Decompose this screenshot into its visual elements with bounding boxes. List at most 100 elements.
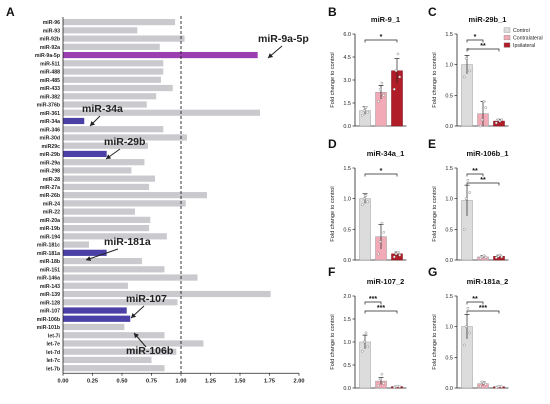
- legend-swatch-control: [504, 28, 510, 33]
- annotation-mir-107: miR-107: [126, 293, 167, 305]
- data-point: [383, 382, 385, 384]
- bar-let-7i: [63, 332, 164, 338]
- bar-mir-485: [63, 77, 161, 83]
- panel-label-g: G: [428, 265, 437, 279]
- row-label-mir-28: miR-28: [43, 177, 60, 183]
- y-tick-label: 1.5: [445, 294, 453, 300]
- row-label-mir-376b: miR-376b: [37, 103, 60, 109]
- data-point: [463, 344, 465, 346]
- data-point: [501, 386, 503, 388]
- row-label-mir29c: miR29c: [42, 144, 61, 150]
- panel-label-c: C: [428, 5, 437, 19]
- row-label-let-7e: let-7e: [46, 342, 60, 348]
- y-tick-label: 1.0: [343, 340, 351, 346]
- y-tick-label: 1.5: [445, 32, 453, 38]
- x-tick-label: 1.00: [176, 378, 187, 384]
- bar-mir-92a: [63, 44, 160, 50]
- y-tick-label: 0.0: [445, 258, 453, 264]
- row-label-mir-26b: miR-26b: [40, 193, 60, 199]
- mir-34a-bar-chart: miR-34a_1 Fold change to control 0.0 0.5 1.0…: [330, 149, 407, 264]
- row-label-mir-9a-5p: miR-9a-5p: [35, 53, 60, 59]
- bar-mir-298: [63, 167, 131, 173]
- significance-marker: ***: [479, 305, 487, 312]
- y-tick-label: 1.0: [343, 197, 351, 203]
- data-point: [501, 119, 503, 121]
- y-tick-label: 0.0: [343, 124, 351, 130]
- row-label-mir-22: miR-22: [43, 210, 60, 216]
- chart-title: miR-34a_1: [367, 149, 405, 158]
- row-label-mir-298: miR-298: [40, 169, 60, 175]
- row-label-mir-181c: miR-181c: [37, 243, 60, 249]
- mir-106b-bar-chart: miR-106b_1Fold change to control0.00.51.…: [432, 149, 509, 264]
- row-label-mir-92b: miR-92b: [40, 37, 60, 43]
- data-point: [399, 254, 401, 256]
- chart-title: miR-9_1: [371, 15, 400, 24]
- row-label-mir-433: miR-433: [40, 86, 60, 92]
- x-tick-label: 2.00: [294, 378, 305, 384]
- row-label-mir-106b: miR-106b: [37, 317, 60, 323]
- row-label-mir-29b: miR-29b: [40, 152, 60, 158]
- annotation-arrowhead: [106, 154, 111, 159]
- y-tick-label: 4.5: [343, 55, 351, 61]
- data-point: [367, 111, 369, 113]
- data-point: [399, 386, 401, 388]
- data-point: [495, 122, 497, 124]
- y-axis-label: Fold change to control: [432, 52, 438, 107]
- bar-let-7b: [63, 365, 164, 371]
- row-label-mir-27a: miR-27a: [40, 185, 60, 191]
- data-point: [483, 100, 485, 102]
- data-point: [463, 228, 465, 230]
- data-point: [467, 307, 469, 309]
- y-tick-label: 0.0: [445, 386, 453, 392]
- row-label-mir-346: miR-346: [40, 127, 60, 133]
- data-point: [483, 255, 485, 257]
- panel-label-e: E: [428, 137, 436, 151]
- row-label-mir-20a: miR-20a: [40, 218, 60, 224]
- data-point: [361, 204, 363, 206]
- data-point: [377, 100, 379, 102]
- data-point: [379, 241, 381, 243]
- bar-mir-511: [63, 60, 163, 66]
- data-point: [465, 57, 467, 59]
- y-tick-label: 0.0: [445, 124, 453, 130]
- row-label-mir-19b: miR-19b: [40, 226, 60, 232]
- bar-mir-433: [63, 85, 173, 91]
- row-label-mir-194: miR-194: [40, 234, 60, 240]
- bar-mir-19b: [63, 225, 149, 231]
- bar-mir-26b: [63, 192, 207, 198]
- row-label-mir-143: miR-143: [40, 284, 60, 290]
- bar-mir-382: [63, 93, 156, 99]
- bar-mir-93: [63, 27, 137, 33]
- annotation-mir-29b: miR-29b: [104, 136, 145, 148]
- data-point: [399, 76, 401, 78]
- bar-mir-20a: [63, 217, 150, 223]
- data-point: [479, 385, 481, 387]
- y-tick-label: 6.0: [343, 32, 351, 38]
- significance-marker: *: [380, 168, 383, 175]
- data-point: [377, 385, 379, 387]
- data-point: [469, 70, 471, 72]
- bar-mir-9a-5p: [63, 52, 258, 58]
- data-point: [469, 332, 471, 334]
- x-tick-label: 0.75: [146, 378, 157, 384]
- chart-title: miR-107_2: [367, 277, 405, 286]
- bar-mir-488: [63, 68, 163, 74]
- bar-mir-106b: [63, 316, 130, 322]
- mir-107-bar-chart: miR-107_2Fold change to control0.00.51.0…: [330, 277, 407, 392]
- legend-label-contralateral: Contralateral: [513, 36, 543, 42]
- row-label-let-7b: let-7b: [46, 366, 60, 372]
- annotation-mir-181a: miR-181a: [104, 236, 151, 248]
- data-point: [485, 107, 487, 109]
- data-point: [481, 119, 483, 121]
- data-point: [463, 76, 465, 78]
- row-label-mir-18b: miR-18b: [40, 259, 60, 265]
- y-axis-label: Fold change to control: [432, 314, 438, 369]
- bar-let-7c: [63, 357, 152, 363]
- data-point: [365, 332, 367, 334]
- panel-label-a: A: [6, 5, 15, 19]
- row-label-mir-93: miR-93: [43, 28, 60, 34]
- legend-label-ipsilateral: Ipsilateral: [513, 43, 535, 49]
- data-point: [479, 125, 481, 127]
- data-point: [465, 198, 467, 200]
- data-point: [379, 88, 381, 90]
